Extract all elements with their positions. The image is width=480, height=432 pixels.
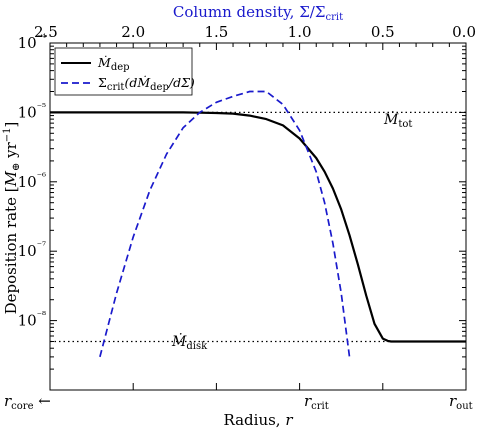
y-axis-title: Deposition rate [M⊕ yr−1] — [2, 122, 22, 315]
y-tick-label: 10⁻⁵ — [18, 102, 46, 121]
top-axis-title: Column density, Σ/Σcrit — [173, 3, 343, 23]
top-axis-ticks: 2.5 2.0 1.5 1.0 0.5 0.0 — [34, 23, 476, 390]
top-tick-label: 2.0 — [121, 23, 145, 41]
y-tick-label: 10⁻⁸ — [18, 311, 46, 330]
top-tick-label: 1.0 — [288, 23, 312, 41]
reference-lines — [50, 111, 466, 343]
series-lines — [50, 90, 466, 358]
y-axis-ticks: 10⁻⁸ 10⁻⁷ 10⁻⁶ 10⁻⁵ 10⁻⁴ — [18, 33, 466, 391]
top-tick-label: 2.5 — [34, 23, 58, 41]
top-tick-label: 0.5 — [371, 23, 395, 41]
plot-frame — [49, 42, 467, 391]
y-tick-label: 10⁻⁴ — [18, 33, 46, 52]
x-tick-label-r-out: rout — [449, 392, 473, 412]
legend: Ṁdep Σcrit(dṀdep/dΣ) — [54, 47, 195, 96]
x-tick-label-r-crit: rcrit — [304, 392, 329, 412]
top-tick-label: 1.5 — [204, 23, 228, 41]
y-tick-label: 10⁻⁷ — [18, 241, 46, 260]
top-tick-label: 0.0 — [452, 23, 476, 41]
annotation-mdot-tot: Ṁtot — [383, 110, 412, 130]
y-tick-label: 10⁻⁶ — [18, 172, 46, 191]
series-line — [99, 90, 351, 358]
series-line — [50, 111, 466, 343]
x-tick-label-r-core: rcore ← — [4, 392, 51, 412]
annotation-mdot-disk: Ṁdisk — [171, 332, 208, 352]
x-axis-title: Radius, r — [223, 411, 293, 429]
legend-label-sigma-crit: Σcrit(dṀdep/dΣ) — [98, 75, 195, 93]
legend-box — [54, 47, 193, 96]
legend-label-mdot-dep: Ṁdep — [97, 55, 130, 73]
